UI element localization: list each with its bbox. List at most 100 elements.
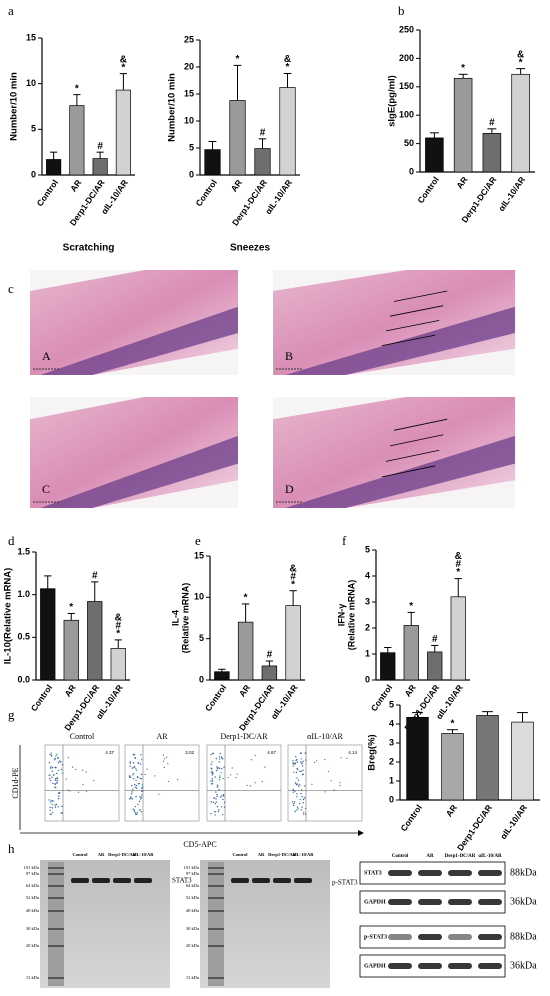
y-tick-label: 250: [399, 24, 414, 34]
arrow: [381, 465, 436, 478]
protein-band: [448, 934, 472, 940]
cell-dot: [138, 800, 141, 803]
cell-dot: [302, 760, 304, 763]
cell-dot: [218, 779, 221, 781]
cell-dot: [333, 789, 335, 791]
cell-dot: [299, 798, 301, 801]
cell-dot: [210, 812, 212, 815]
cell-dot: [292, 760, 294, 762]
cell-dot: [220, 756, 223, 758]
cell-dot: [294, 801, 296, 803]
lane-label: αIL-10/AR: [292, 852, 314, 857]
arrow: [385, 320, 440, 332]
cell-dot: [216, 795, 218, 798]
cell-dot: [138, 809, 141, 812]
cell-dot: [215, 801, 218, 803]
cell-dot: [292, 762, 294, 764]
cell-dot: [292, 771, 295, 773]
cell-dot: [222, 798, 224, 801]
significance-mark: #: [455, 559, 461, 570]
cell-dot: [299, 752, 301, 754]
cell-dot: [221, 768, 223, 770]
cell-dot: [129, 798, 131, 800]
cell-dot: [294, 790, 296, 793]
significance-mark: *: [75, 83, 79, 94]
cell-dot: [223, 766, 225, 768]
cell-dot: [134, 805, 136, 808]
cell-dot: [162, 754, 164, 756]
cell-dot: [54, 783, 56, 785]
y-tick-label: 3: [389, 737, 394, 747]
bar: [229, 100, 246, 176]
lane-label: αIL-10/AR: [478, 854, 502, 859]
cell-dot: [55, 803, 58, 806]
cell-dot: [216, 766, 218, 768]
y-tick-label: 2: [365, 622, 370, 632]
arrow: [385, 449, 440, 462]
flow-title: Derp1-DC/AR: [220, 732, 268, 741]
cell-dot: [132, 788, 134, 790]
cell-dot: [133, 778, 135, 780]
cell-dot: [250, 759, 253, 761]
lane-label: Control: [392, 854, 409, 859]
cell-dot: [139, 798, 142, 800]
cell-dot: [218, 758, 221, 760]
protein-band: [478, 963, 502, 969]
ladder-band: [48, 977, 64, 979]
ladder-label: 40 kDa: [26, 908, 39, 913]
cell-dot: [213, 811, 216, 813]
cell-dot: [212, 753, 214, 755]
bar: [46, 159, 62, 176]
blot-row-label: p-STAT3: [364, 934, 387, 940]
cell-dot: [48, 761, 51, 764]
y-tick-label: 2: [389, 756, 394, 766]
significance-mark: #: [489, 117, 495, 128]
blot-size-label: 36kDa: [510, 960, 537, 971]
cell-dot: [50, 766, 52, 768]
cell-dot: [56, 777, 59, 779]
cell-dot: [131, 767, 134, 769]
cell-dot: [220, 772, 222, 774]
cell-dot: [219, 775, 221, 777]
ladder-band: [208, 867, 224, 869]
cell-dot: [215, 757, 218, 760]
cell-dot: [218, 808, 220, 811]
cell-dot: [227, 776, 229, 779]
cell-dot: [261, 781, 263, 783]
cell-dot: [56, 782, 58, 784]
blot-row-label: STAT3: [364, 870, 382, 876]
cell-dot: [297, 785, 300, 787]
x-tick-label: Control: [193, 178, 219, 208]
protein-band: [448, 899, 472, 905]
cell-dot: [218, 788, 220, 791]
protein-band: [231, 878, 249, 883]
significance-mark: *: [116, 629, 120, 640]
y-tick-label: 0: [31, 169, 36, 179]
significance-mark: *: [121, 62, 125, 73]
cell-dot: [299, 784, 301, 786]
bar: [476, 715, 499, 801]
cell-dot: [51, 770, 53, 773]
cell-dot: [131, 785, 133, 787]
cell-dot: [132, 773, 135, 775]
ladder-band: [48, 885, 64, 887]
cell-dot: [134, 813, 137, 816]
bar: [406, 716, 429, 801]
cell-dot: [75, 768, 77, 770]
x-tick-label: AR: [68, 178, 83, 194]
ladder-band: [48, 873, 64, 875]
protein-band: [388, 870, 412, 876]
protein-band: [388, 934, 412, 940]
epithelium: [40, 306, 239, 375]
significance-mark: &: [455, 551, 462, 562]
y-axis-label: Breg(%): [367, 734, 378, 770]
panel-label: f: [342, 533, 347, 548]
cell-dot: [294, 810, 296, 813]
cell-dot: [299, 770, 301, 773]
cell-dot: [59, 760, 61, 763]
cell-dot: [217, 810, 220, 813]
cell-dot: [296, 806, 299, 808]
histology-label: D: [285, 482, 294, 496]
cell-dot: [330, 780, 332, 782]
cell-dot: [132, 774, 134, 776]
